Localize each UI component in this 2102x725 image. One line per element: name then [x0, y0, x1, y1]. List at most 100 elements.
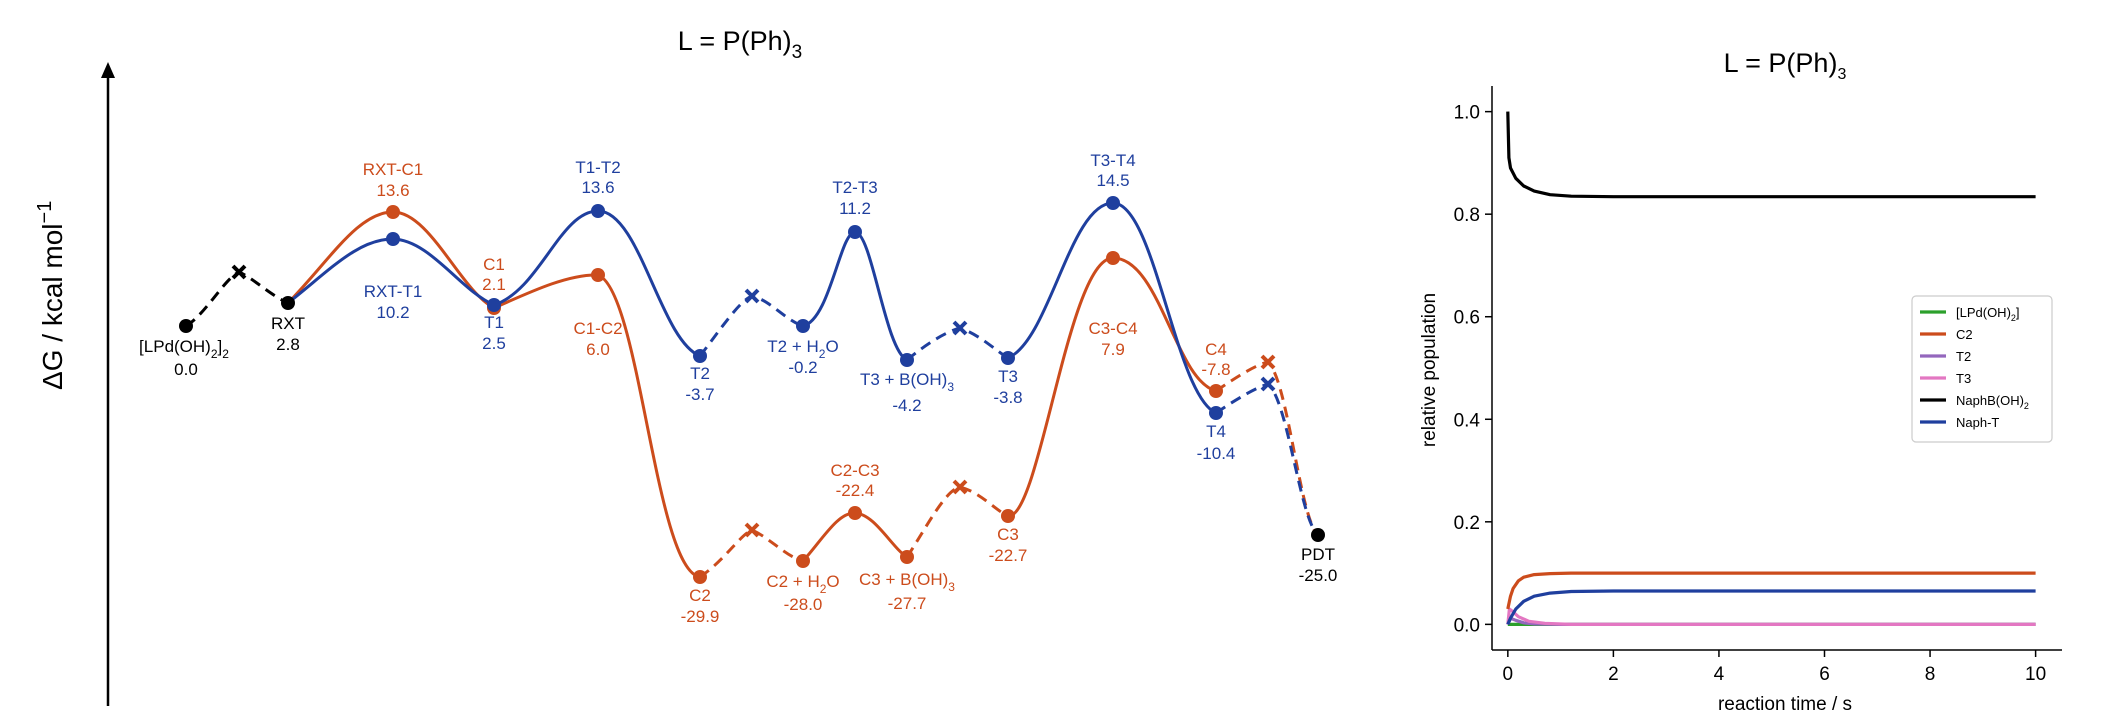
- label-t2-value: -3.7: [685, 385, 714, 404]
- dot-rxt-c1: [386, 205, 400, 219]
- dot-t1: [487, 298, 501, 312]
- label-t3-t4-name: T3-T4: [1090, 151, 1135, 170]
- series-line-1: [1506, 571, 2036, 610]
- dot-t3: [1001, 351, 1015, 365]
- label-c4-name: C4: [1205, 340, 1227, 359]
- population-series: [1506, 111, 2036, 626]
- label-t1-name: T1: [484, 313, 504, 332]
- x-marker-orange-2: [952, 479, 968, 495]
- orange-path-2: [493, 273, 701, 579]
- x-tick-label: 6: [1819, 664, 1830, 685]
- label-c1-c2-name: C1-C2: [573, 319, 622, 338]
- state-labels: [LPd(OH)2]2 0.0 RXT 2.8 PDT -25.0 RXT-T1…: [139, 151, 1337, 626]
- label-t2-t3-value: 11.2: [839, 199, 871, 218]
- x-tick-label: 8: [1925, 664, 1936, 685]
- label-c2-h2o-name: C2 + H2O: [766, 572, 839, 596]
- dot-t1-t2: [591, 204, 605, 218]
- label-t3-boh3-value: -4.2: [892, 396, 921, 415]
- legend-label: T2: [1956, 349, 1971, 364]
- label-rxt-t1-name: RXT-T1: [364, 282, 423, 301]
- legend-label: NaphB(OH)2: [1956, 393, 2029, 411]
- legend-label: Naph-T: [1956, 415, 1999, 430]
- label-t3-t4-value: 14.5: [1096, 171, 1129, 190]
- label-c3-boh3-name: C3 + B(OH)3: [859, 570, 955, 594]
- x-marker-blue-1: [744, 288, 760, 304]
- legend-label: C2: [1956, 327, 1973, 342]
- blue-dashed-3: [1215, 382, 1320, 537]
- label-rxt-value: 2.8: [276, 335, 300, 354]
- label-rxt-t1-value: 10.2: [376, 303, 409, 322]
- dot-rxt-t1: [386, 232, 400, 246]
- label-rxt-c1-name: RXT-C1: [363, 160, 423, 179]
- state-dots: [179, 196, 1325, 584]
- dot-c3: [1001, 509, 1015, 523]
- left-title: L = P(Ph)3: [678, 26, 802, 63]
- label-c1-name: C1: [483, 255, 505, 274]
- legend-label: T3: [1956, 371, 1971, 386]
- y-tick-label: 0.6: [1454, 308, 1480, 329]
- dot-c2: [693, 570, 707, 584]
- label-c2-name: C2: [689, 586, 711, 605]
- dot-t3-boh3: [900, 353, 914, 367]
- label-t2-name: T2: [690, 364, 710, 383]
- label-c3-name: C3: [997, 525, 1019, 544]
- dot-t2-t3: [848, 225, 862, 239]
- x-markers: [231, 264, 1276, 538]
- y-tick-label: 0.4: [1454, 410, 1481, 431]
- x-tick-label: 4: [1714, 664, 1725, 685]
- label-t2-t3-name: T2-T3: [832, 178, 877, 197]
- blue-path-4: [1007, 201, 1217, 415]
- dot-c2-h2o: [796, 554, 810, 568]
- right-title: L = P(Ph)3: [1724, 48, 1847, 83]
- label-c1-c2-value: 6.0: [586, 340, 610, 359]
- label-lpd-value: 0.0: [174, 360, 198, 379]
- dot-c2-c3: [848, 506, 862, 520]
- dot-c1-c2: [591, 268, 605, 282]
- y-tick-label: 0.2: [1454, 513, 1480, 534]
- orange-dashed-3: [1215, 360, 1320, 537]
- label-c2-value: -29.9: [681, 607, 720, 626]
- dot-rxt: [281, 296, 295, 310]
- label-rxt-name: RXT: [271, 314, 305, 333]
- dot-pdt: [1311, 528, 1325, 542]
- dot-c3-c4: [1106, 251, 1120, 265]
- orange-dashed-2: [905, 485, 1009, 558]
- label-t1-t2-value: 13.6: [581, 178, 614, 197]
- label-t1-value: 2.5: [482, 334, 506, 353]
- dot-t2-h2o: [796, 319, 810, 333]
- legend-items: [LPd(OH)2] C2 T2 T3 NaphB(OH)2 Naph-T: [1920, 305, 2029, 430]
- x-marker-orange-1: [744, 522, 760, 538]
- label-t3-name: T3: [998, 367, 1018, 386]
- label-t4-value: -10.4: [1197, 444, 1236, 463]
- y-tick-label: 1.0: [1454, 103, 1480, 124]
- label-pdt-name: PDT: [1301, 545, 1335, 564]
- label-c2-c3-value: -22.4: [836, 481, 875, 500]
- x-tick-label: 2: [1608, 664, 1619, 685]
- x-marker-start: [231, 264, 247, 280]
- legend-box: [1911, 295, 2053, 443]
- y-tick-label: 0.8: [1454, 205, 1480, 226]
- label-c3-c4-name: C3-C4: [1088, 319, 1137, 338]
- dot-c3-boh3: [900, 550, 914, 564]
- label-t1-t2-name: T1-T2: [575, 158, 620, 177]
- label-lpd-name: [LPd(OH)2]2: [139, 337, 229, 361]
- orange-path-3: [801, 511, 908, 563]
- right-x-ticks: 0 2 4 6 8 10: [1503, 650, 2046, 685]
- x-marker-blue-2: [952, 320, 968, 336]
- x-tick-label: 10: [2025, 664, 2046, 685]
- orange-dashed-1: [699, 528, 804, 579]
- label-t2-h2o-value: -0.2: [788, 358, 817, 377]
- label-c3-c4-value: 7.9: [1101, 340, 1125, 359]
- label-c4-value: -7.8: [1201, 360, 1230, 379]
- x-tick-label: 0: [1503, 664, 1514, 685]
- right-x-label: reaction time / s: [1718, 694, 1852, 715]
- series-line-5: [1506, 589, 2036, 626]
- dot-t3-t4: [1106, 196, 1120, 210]
- dot-t4: [1209, 406, 1223, 420]
- legend-label: [LPd(OH)2]: [1956, 305, 2020, 323]
- label-c2-h2o-value: -28.0: [784, 595, 823, 614]
- label-c2-c3-name: C2-C3: [830, 461, 879, 480]
- energy-axis-arrowhead: [101, 62, 115, 78]
- label-t3-boh3-name: T3 + B(OH)3: [860, 370, 954, 394]
